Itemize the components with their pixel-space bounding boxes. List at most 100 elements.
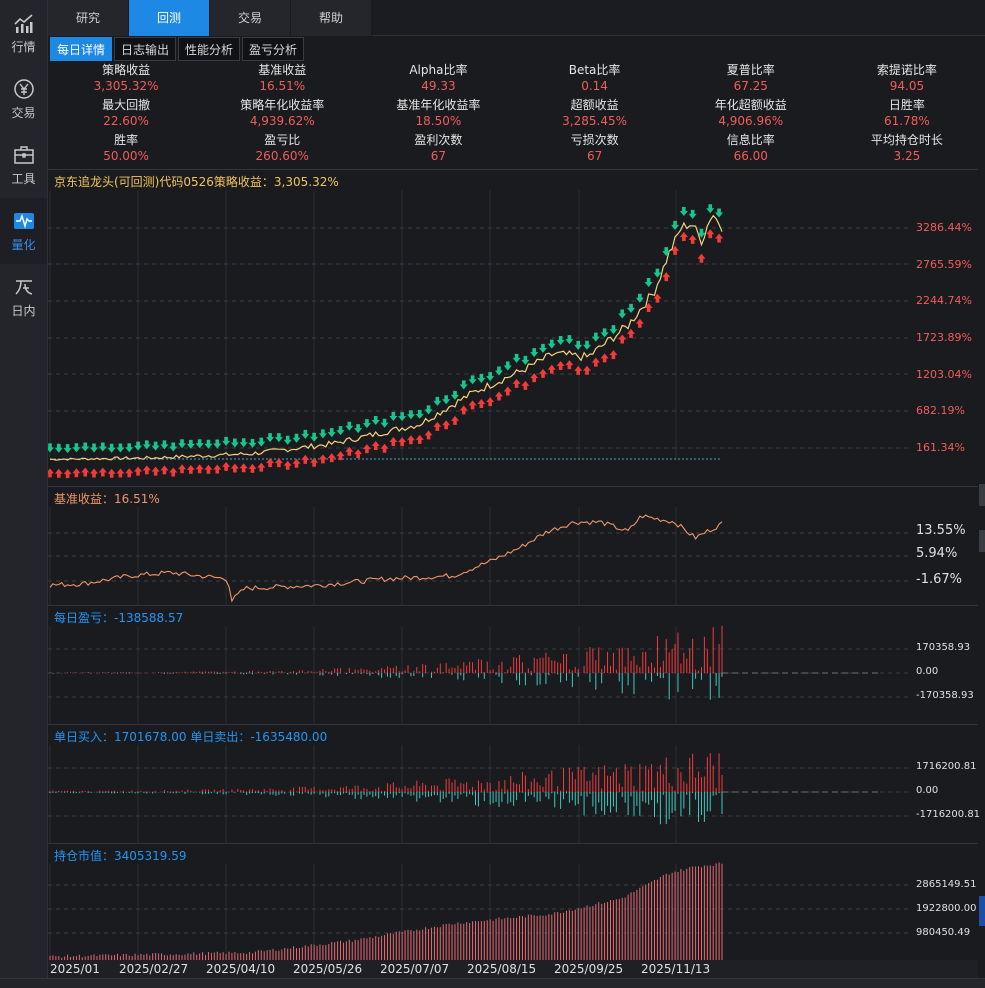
sell-arrow xyxy=(81,442,90,452)
sell-arrow xyxy=(715,208,724,218)
x-axis: 2025/01 2025/02/27 2025/04/10 2025/05/26… xyxy=(48,960,978,978)
sell-arrow xyxy=(547,339,556,349)
subtab-performance[interactable]: 性能分析 xyxy=(178,37,241,61)
sidebar-item-intraday[interactable]: 日内 xyxy=(0,264,47,330)
y-tick-label: -170358.93 xyxy=(916,690,974,701)
stat-max-drawdown: 最大回撤 22.60% xyxy=(48,97,204,132)
x-tick-label: 2025/11/13 xyxy=(641,962,711,976)
sell-arrow xyxy=(371,416,380,426)
sidebar-item-label: 行情 xyxy=(11,39,36,54)
buy-arrow xyxy=(169,467,178,477)
y-tick-label: 2865149.51 xyxy=(916,879,977,890)
buy-arrow xyxy=(81,467,90,477)
buy-arrow xyxy=(530,373,539,383)
sell-arrow xyxy=(679,206,688,216)
sidebar-item-label: 工具 xyxy=(11,171,36,186)
left-sidebar: 行情 交易 工具 量化 日内 xyxy=(0,0,48,988)
stat-value: 66.00 xyxy=(733,149,768,163)
sell-arrow xyxy=(274,433,283,443)
stat-sortino: 索提诺比率 94.05 xyxy=(829,62,985,97)
sell-arrow xyxy=(362,419,371,429)
buy-arrow xyxy=(371,441,380,451)
sell-arrow xyxy=(662,247,671,257)
sidebar-item-trade[interactable]: 交易 xyxy=(0,66,47,132)
sell-arrow xyxy=(477,373,486,383)
buy-arrow xyxy=(283,460,292,470)
panel-resize-handle[interactable] xyxy=(979,530,985,552)
sell-arrow xyxy=(266,433,275,443)
panel-resize-handle[interactable] xyxy=(979,484,985,506)
buy-arrow xyxy=(186,464,195,474)
sell-arrow xyxy=(503,361,512,371)
subtab-pnl-analysis[interactable]: 盈亏分析 xyxy=(242,37,305,61)
y-tick-label: 1203.04% xyxy=(916,368,972,381)
stat-alpha: Alpha比率 49.33 xyxy=(360,62,516,97)
sell-arrow xyxy=(178,439,187,449)
sell-arrow xyxy=(345,421,354,431)
sell-arrow xyxy=(433,396,442,406)
buy-arrow xyxy=(389,436,398,446)
sidebar-item-quant[interactable]: 量化 xyxy=(0,198,47,264)
buy-arrow xyxy=(204,464,213,474)
sell-arrow xyxy=(380,418,389,428)
chart-bars-icon xyxy=(13,13,33,33)
stat-value: 3.25 xyxy=(893,149,921,163)
buy-arrow xyxy=(468,400,477,410)
subtab-daily-detail[interactable]: 每日详情 xyxy=(50,37,113,61)
sidebar-item-label: 量化 xyxy=(11,237,36,252)
stat-value: 0.14 xyxy=(581,79,608,93)
buy-arrow xyxy=(48,468,54,478)
buy-arrow xyxy=(107,468,116,478)
stat-value: 18.50% xyxy=(415,114,462,128)
sidebar-item-tools[interactable]: 工具 xyxy=(0,132,47,198)
sell-arrow xyxy=(706,204,715,214)
stat-value: 3,285.45% xyxy=(562,114,627,128)
sidebar-item-market[interactable]: 行情 xyxy=(0,0,47,66)
trades-title: 单日买入：1701678.00 单日卖出：-1635480.00 xyxy=(54,730,328,744)
sell-arrow xyxy=(283,435,292,445)
sell-arrow xyxy=(398,412,407,422)
buy-arrow xyxy=(538,368,547,378)
tab-help[interactable]: 帮助 xyxy=(291,0,372,36)
sell-arrow xyxy=(644,278,653,288)
sell-arrow xyxy=(389,411,398,421)
buy-arrow xyxy=(54,468,63,478)
y-tick-label: 0.00 xyxy=(916,666,939,677)
benchmark-chart xyxy=(48,507,908,605)
sub-tabs: 每日详情 日志输出 性能分析 盈亏分析 xyxy=(48,37,305,62)
briefcase-icon xyxy=(13,145,34,164)
buy-arrow xyxy=(565,360,574,370)
stat-value: 67.25 xyxy=(733,79,768,93)
tab-trade[interactable]: 交易 xyxy=(210,0,291,36)
sell-arrow xyxy=(195,439,204,449)
sell-arrow xyxy=(239,438,248,448)
buy-arrow xyxy=(521,380,530,390)
buy-arrow xyxy=(63,469,72,479)
sell-arrow xyxy=(450,390,459,400)
benchmark-panel-title: 基准收益：16.51% xyxy=(54,492,160,506)
stat-label: 超额收益 xyxy=(570,98,619,112)
stat-annual-return: 策略年化收益率 4,939.62% xyxy=(204,97,360,132)
buy-arrow xyxy=(662,272,671,282)
sell-arrow xyxy=(90,443,99,453)
y-tick-label: 1922800.00 xyxy=(916,903,977,914)
stat-label: Beta比率 xyxy=(568,63,621,77)
sell-arrow xyxy=(486,372,495,382)
status-bar xyxy=(0,978,985,988)
buy-arrow xyxy=(424,430,433,440)
subtab-log-output[interactable]: 日志输出 xyxy=(114,37,177,61)
buy-arrow xyxy=(706,229,715,239)
stats-grid: 策略收益 3,305.32% 基准收益 16.51% Alpha比率 49.33 Be… xyxy=(48,62,985,168)
stat-label: 平均持仓时长 xyxy=(870,133,943,147)
strategy-return-panel: 京东追龙头(可回测)代码0526策略收益：3,305.32% 3286.44% … xyxy=(48,169,978,485)
tab-backtest[interactable]: 回测 xyxy=(129,0,210,36)
scrollbar-thumb[interactable] xyxy=(979,896,985,926)
sell-arrow xyxy=(627,303,636,313)
stat-value: 49.33 xyxy=(421,79,456,93)
stat-info-ratio: 信息比率 66.00 xyxy=(673,132,829,167)
buy-arrow xyxy=(327,453,336,463)
x-tick-label: 2025/01 xyxy=(50,962,100,976)
sell-arrow xyxy=(556,336,565,346)
buy-arrow xyxy=(679,231,688,241)
tab-research[interactable]: 研究 xyxy=(48,0,129,36)
